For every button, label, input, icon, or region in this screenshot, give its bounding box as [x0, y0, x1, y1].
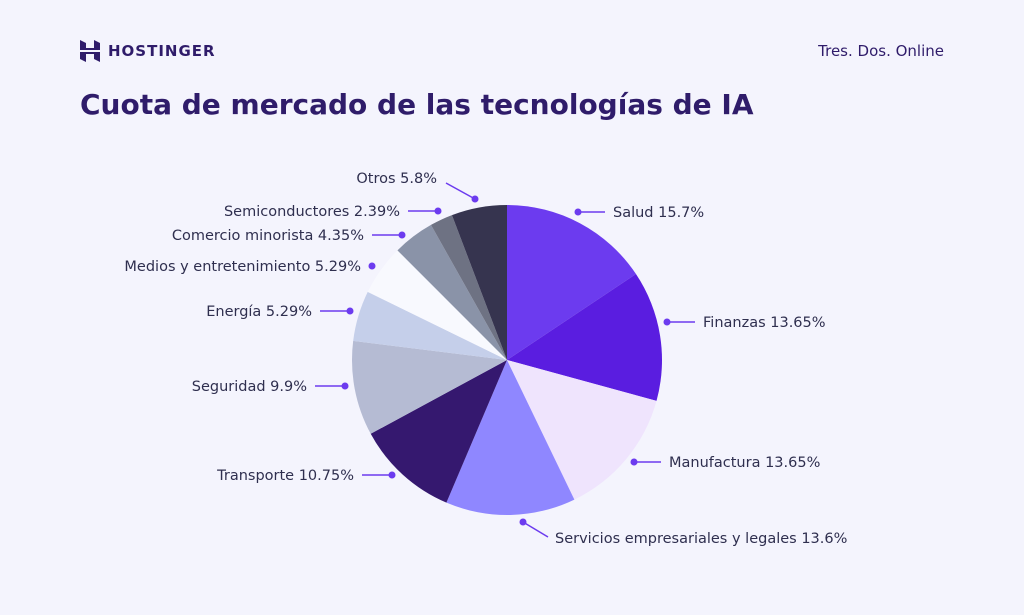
leader-dot	[574, 208, 582, 216]
slice-label: Seguridad 9.9%	[192, 379, 307, 395]
pie-slice-10	[451, 205, 507, 360]
leader-dot	[434, 207, 442, 215]
pie-slice-3	[446, 360, 575, 515]
slice-label: Comercio minorista 4.35%	[172, 228, 364, 244]
pie-slice-1	[507, 274, 662, 401]
pie-slice-7	[367, 250, 507, 360]
leader-dot	[368, 262, 376, 270]
pie-slice-4	[370, 360, 507, 503]
slice-label: Finanzas 13.65%	[703, 315, 826, 331]
pie-slice-5	[352, 340, 507, 434]
slice-label: Transporte 10.75%	[216, 468, 354, 484]
leader-dot	[663, 318, 671, 326]
slice-label: Semiconductores 2.39%	[224, 204, 400, 220]
leader-dot	[388, 471, 396, 479]
pie-slice-6	[353, 291, 507, 360]
hostinger-logo: HOSTINGER	[80, 40, 216, 62]
slice-label: Servicios empresariales y legales 13.6%	[555, 531, 847, 547]
logo-text: HOSTINGER	[108, 42, 216, 60]
slice-label: Otros 5.8%	[356, 171, 437, 187]
slice-label: Medios y entretenimiento 5.29%	[124, 259, 361, 275]
pie-slice-0	[507, 205, 636, 360]
hostinger-h-icon	[80, 40, 100, 62]
tagline: Tres. Dos. Online	[818, 42, 944, 60]
leader-dot	[471, 195, 479, 203]
slice-label: Energía 5.29%	[206, 304, 312, 320]
pie-slice-9	[430, 215, 507, 360]
leader-line	[445, 182, 476, 200]
leader-dot	[630, 458, 638, 466]
leader-dot	[341, 382, 349, 390]
page-title: Cuota de mercado de las tecnologías de I…	[80, 88, 754, 121]
pie-slice-2	[507, 360, 657, 500]
leader-dot	[346, 307, 354, 315]
pie-slice-8	[397, 224, 507, 360]
leader-dot	[519, 518, 527, 526]
leader-dot	[398, 231, 406, 239]
leader-line	[522, 521, 549, 538]
slice-label: Manufactura 13.65%	[669, 455, 820, 471]
slice-label: Salud 15.7%	[613, 205, 704, 221]
